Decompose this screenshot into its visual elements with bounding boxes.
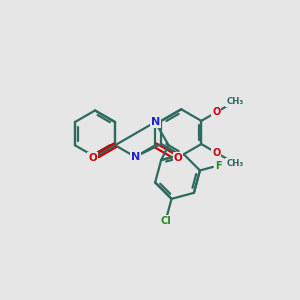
Text: F: F xyxy=(215,160,221,171)
Text: N: N xyxy=(130,152,140,162)
Text: CH₃: CH₃ xyxy=(226,159,243,168)
Text: O: O xyxy=(173,153,182,163)
Text: O: O xyxy=(88,153,97,163)
Text: O: O xyxy=(212,148,220,158)
Text: O: O xyxy=(212,107,220,117)
Text: CH₃: CH₃ xyxy=(226,97,243,106)
Text: N: N xyxy=(151,117,160,127)
Text: Cl: Cl xyxy=(160,216,171,226)
